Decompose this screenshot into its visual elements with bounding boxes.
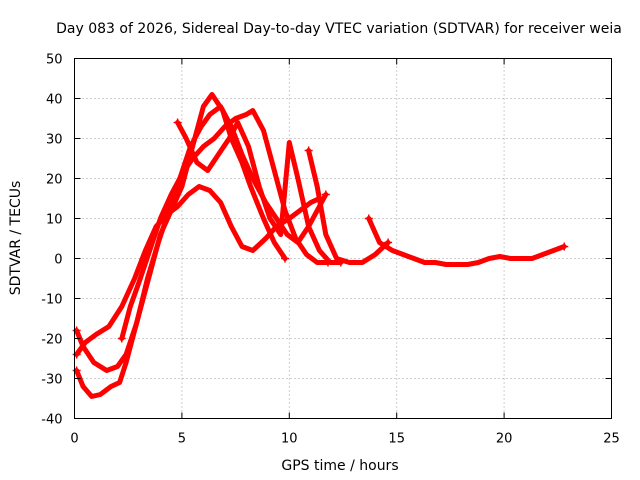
y-tick-label: 0 xyxy=(54,253,62,268)
data-series xyxy=(72,92,569,399)
x-axis-label: GPS time / hours xyxy=(281,458,398,474)
y-tick-label: 30 xyxy=(46,133,63,148)
x-tick-label: 0 xyxy=(70,432,78,447)
x-tick-label: 10 xyxy=(281,432,298,447)
y-tick-label: 50 xyxy=(46,53,63,68)
point-marker xyxy=(304,146,313,155)
point-marker xyxy=(72,350,81,359)
point-marker xyxy=(173,118,182,127)
series-pass-6 xyxy=(306,148,391,265)
y-axis-label: SDTVAR / TECUs xyxy=(8,181,24,296)
y-tick-label: -40 xyxy=(41,413,62,428)
x-tick-label: 25 xyxy=(603,432,620,447)
series-pass-2 xyxy=(74,104,329,373)
point-marker xyxy=(117,334,126,343)
series-pass-7 xyxy=(366,216,567,267)
y-tick-label: -30 xyxy=(41,373,62,388)
plot-frame xyxy=(74,58,612,419)
y-tick-label: 10 xyxy=(46,213,63,228)
point-marker xyxy=(72,326,81,335)
point-marker xyxy=(321,190,330,199)
x-tick-label: 5 xyxy=(178,432,186,447)
y-tick-label: 40 xyxy=(46,93,63,108)
y-tick-label: -10 xyxy=(41,293,62,308)
series-pass-4 xyxy=(119,108,331,341)
x-tick-label: 15 xyxy=(388,432,405,447)
point-marker xyxy=(364,214,373,223)
chart-title: Day 083 of 2026, Sidereal Day-to-day VTE… xyxy=(56,21,622,37)
y-tick-label: -20 xyxy=(41,333,62,348)
point-marker xyxy=(72,366,81,375)
x-tick-label: 20 xyxy=(496,432,513,447)
point-marker xyxy=(281,254,290,263)
series-pass-1 xyxy=(74,92,288,399)
axis-ticks: 0 5 10 15 20 25 -40 -30 -20 -10 0 10 20 30 40 50 xyxy=(41,53,620,447)
y-tick-label: 20 xyxy=(46,173,63,188)
point-marker xyxy=(560,242,569,251)
series-pass-5 xyxy=(175,120,344,265)
